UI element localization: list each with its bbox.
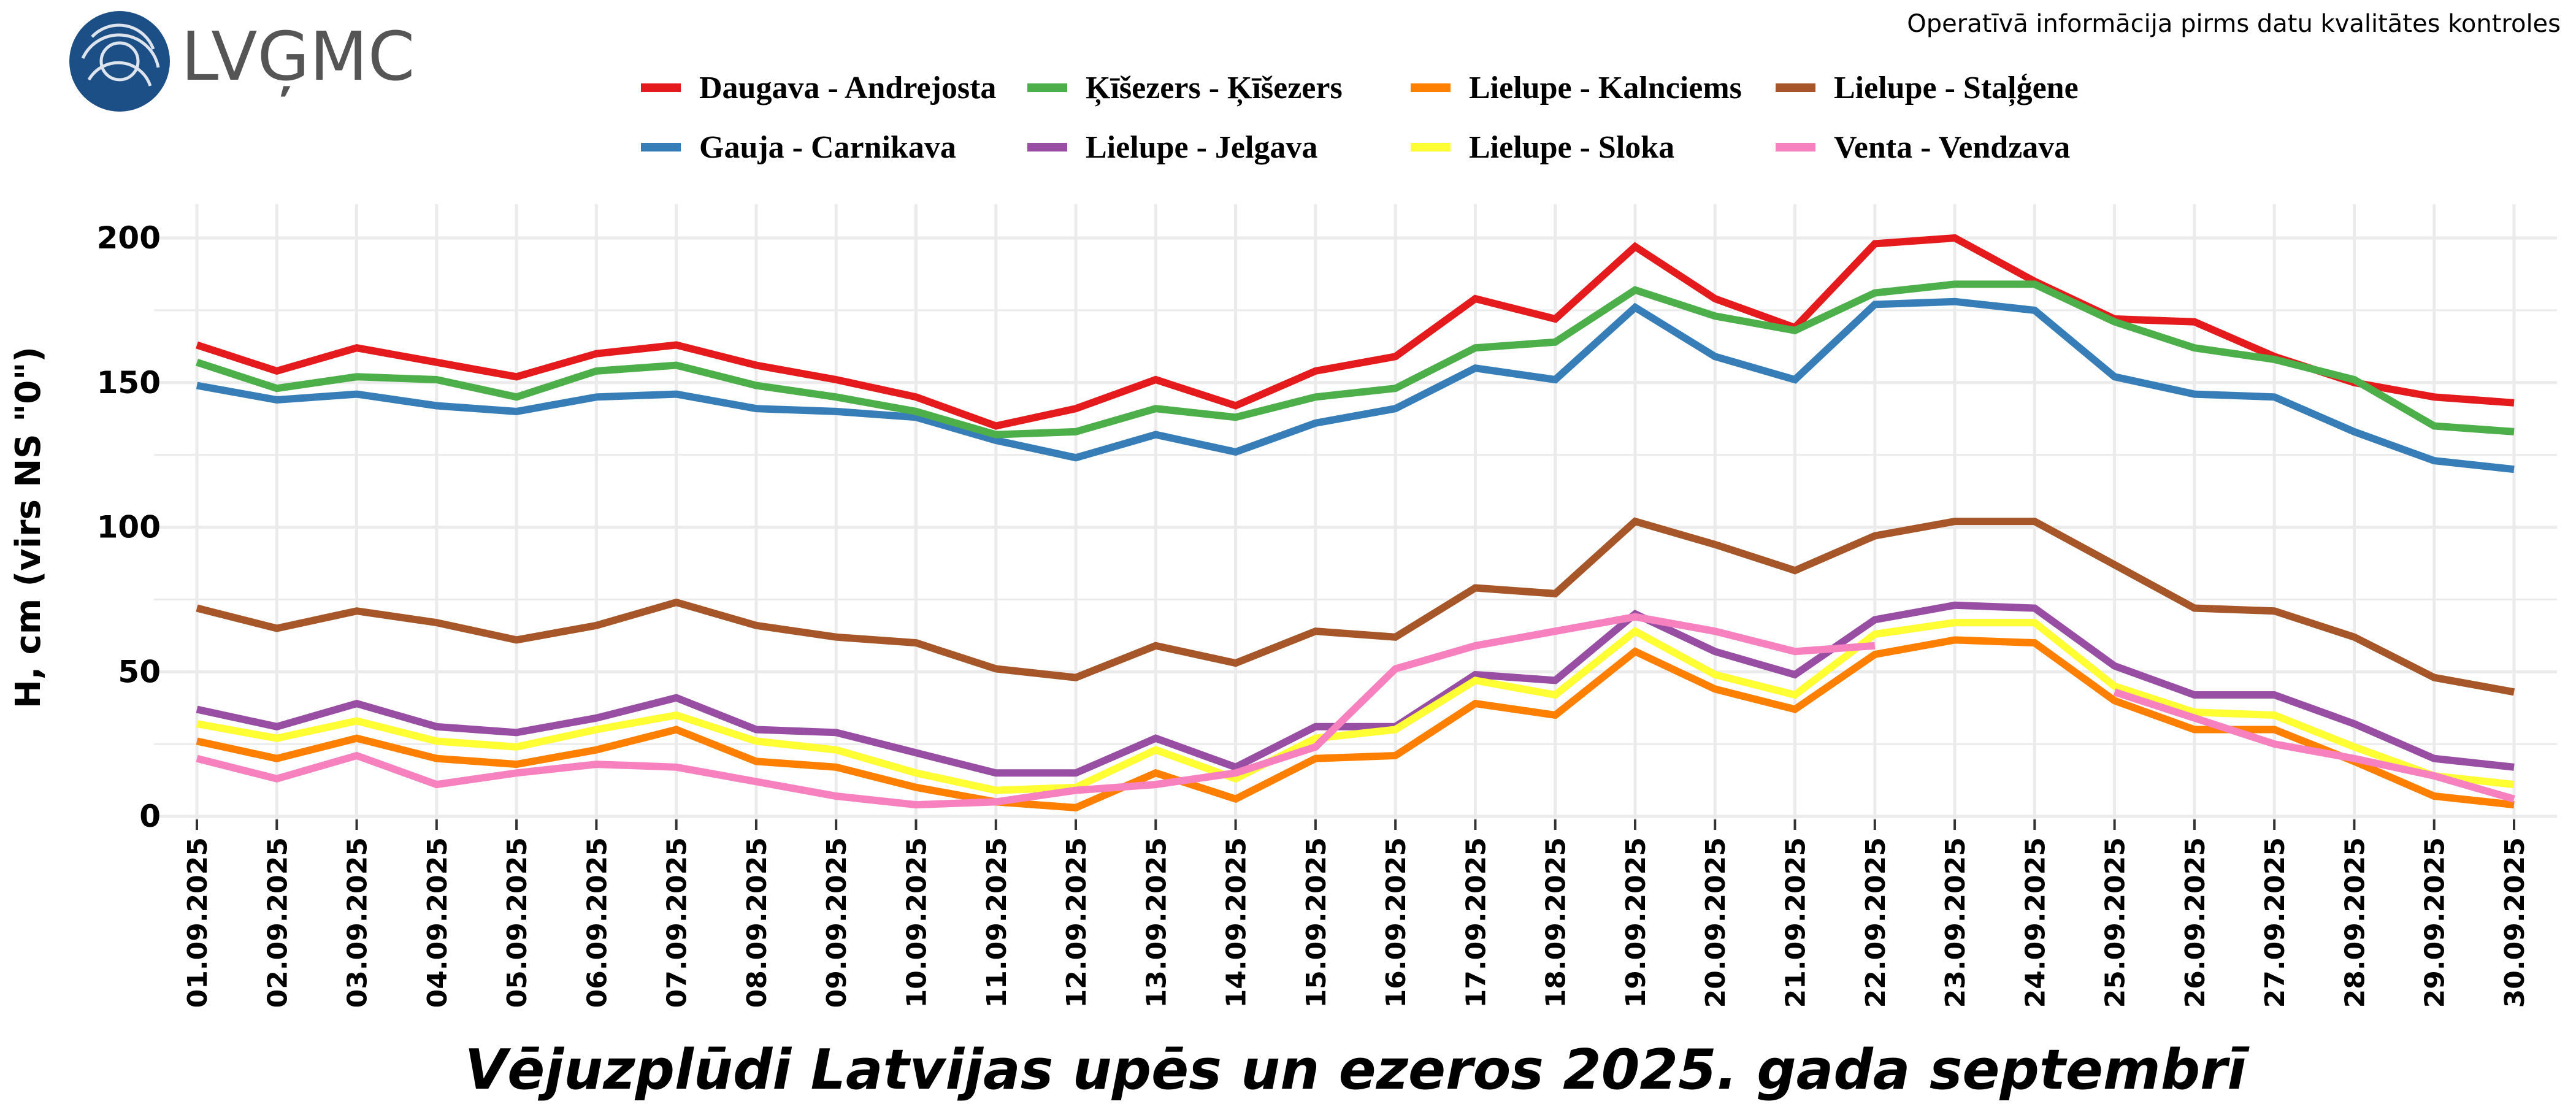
x-axis: 01.09.2025 02.09.2025 03.09.2025 04.09.2025… xyxy=(182,819,2531,1008)
x-tick-label: 24.09.2025 xyxy=(2020,837,2051,1008)
y-tick-label: 50 xyxy=(118,654,161,689)
legend-item: Lielupe - Kalnciems xyxy=(1411,71,1742,105)
x-tick-label: 20.09.2025 xyxy=(1700,837,1731,1008)
y-tick-label: 0 xyxy=(139,799,161,834)
x-tick-label: 07.09.2025 xyxy=(662,837,693,1008)
legend-label: Lielupe - Sloka xyxy=(1469,130,1674,165)
x-tick-label: 02.09.2025 xyxy=(262,837,293,1008)
series-line xyxy=(196,280,2515,439)
legend-label: Gauja - Carnikava xyxy=(699,130,956,165)
x-tick-label: 23.09.2025 xyxy=(1940,837,1971,1008)
legend-item: Daugava - Andrejosta xyxy=(641,71,996,105)
x-tick-label: 29.09.2025 xyxy=(2420,837,2451,1008)
x-tick-label: 18.09.2025 xyxy=(1541,837,1572,1008)
series-line xyxy=(196,613,2515,809)
x-tick-label: 11.09.2025 xyxy=(981,837,1013,1008)
series-line xyxy=(196,619,2515,794)
legend-item: Gauja - Carnikava xyxy=(641,130,956,165)
legend-label: Lielupe - Jelgava xyxy=(1086,130,1317,165)
x-tick-label: 25.09.2025 xyxy=(2100,837,2131,1008)
legend-item: Lielupe - Staļģene xyxy=(1776,71,2079,107)
x-tick-label: 15.09.2025 xyxy=(1301,837,1332,1008)
x-tick-label: 01.09.2025 xyxy=(182,837,213,1008)
x-tick-label: 06.09.2025 xyxy=(581,837,613,1008)
legend-label: Ķīšezers - Ķīšezers xyxy=(1086,71,1343,107)
x-tick-label: 30.09.2025 xyxy=(2499,837,2531,1008)
x-tick-label: 19.09.2025 xyxy=(1620,837,1652,1008)
x-tick-label: 12.09.2025 xyxy=(1061,837,1092,1008)
y-axis: 0 50 100 150 200 xyxy=(97,220,161,834)
x-tick-label: 14.09.2025 xyxy=(1221,837,1252,1008)
x-tick-label: 27.09.2025 xyxy=(2260,837,2291,1008)
x-tick-label: 22.09.2025 xyxy=(1860,837,1892,1008)
x-tick-label: 08.09.2025 xyxy=(742,837,773,1008)
series-line xyxy=(196,517,2515,696)
y-tick-label: 200 xyxy=(97,220,161,256)
x-tick-label: 28.09.2025 xyxy=(2339,837,2371,1008)
series-lines xyxy=(196,234,2515,811)
chart-title: Vējuzplūdi Latvijas upēs un ezeros 2025.… xyxy=(465,1038,2250,1102)
legend-item: Lielupe - Sloka xyxy=(1411,130,1674,165)
x-tick-label: 26.09.2025 xyxy=(2180,837,2211,1008)
x-tick-label: 03.09.2025 xyxy=(342,837,374,1008)
data-quality-note: Operatīvā informācija pirms datu kvalitā… xyxy=(1907,10,2561,38)
series-line xyxy=(196,234,2515,430)
logo: LVĢMC xyxy=(69,11,415,112)
series-line xyxy=(196,297,2515,473)
y-tick-label: 100 xyxy=(97,510,161,545)
y-axis-label: H, cm (virs NS "0") xyxy=(9,347,48,708)
series-line xyxy=(196,601,2515,777)
y-tick-label: 150 xyxy=(97,365,161,401)
legend-label: Lielupe - Staļģene xyxy=(1834,71,2079,107)
x-tick-label: 21.09.2025 xyxy=(1781,837,1812,1008)
x-tick-label: 17.09.2025 xyxy=(1460,837,1492,1008)
legend: Daugava - Andrejosta Gauja - Carnikava Ķīš… xyxy=(641,71,2079,165)
x-tick-label: 04.09.2025 xyxy=(422,837,453,1008)
x-tick-label: 13.09.2025 xyxy=(1141,837,1172,1008)
legend-item: Lielupe - Jelgava xyxy=(1027,130,1317,165)
x-tick-label: 05.09.2025 xyxy=(502,837,533,1008)
legend-item: Ķīšezers - Ķīšezers xyxy=(1027,71,1343,107)
legend-item: Venta - Vendzava xyxy=(1776,130,2070,165)
legend-label: Daugava - Andrejosta xyxy=(699,71,996,105)
legend-label: Lielupe - Kalnciems xyxy=(1469,71,1742,105)
logo-text: LVĢMC xyxy=(181,17,415,97)
x-tick-label: 09.09.2025 xyxy=(821,837,853,1008)
x-tick-label: 16.09.2025 xyxy=(1381,837,1412,1008)
series-line xyxy=(196,636,2515,811)
x-tick-label: 10.09.2025 xyxy=(901,837,932,1008)
legend-label: Venta - Vendzava xyxy=(1834,130,2070,165)
